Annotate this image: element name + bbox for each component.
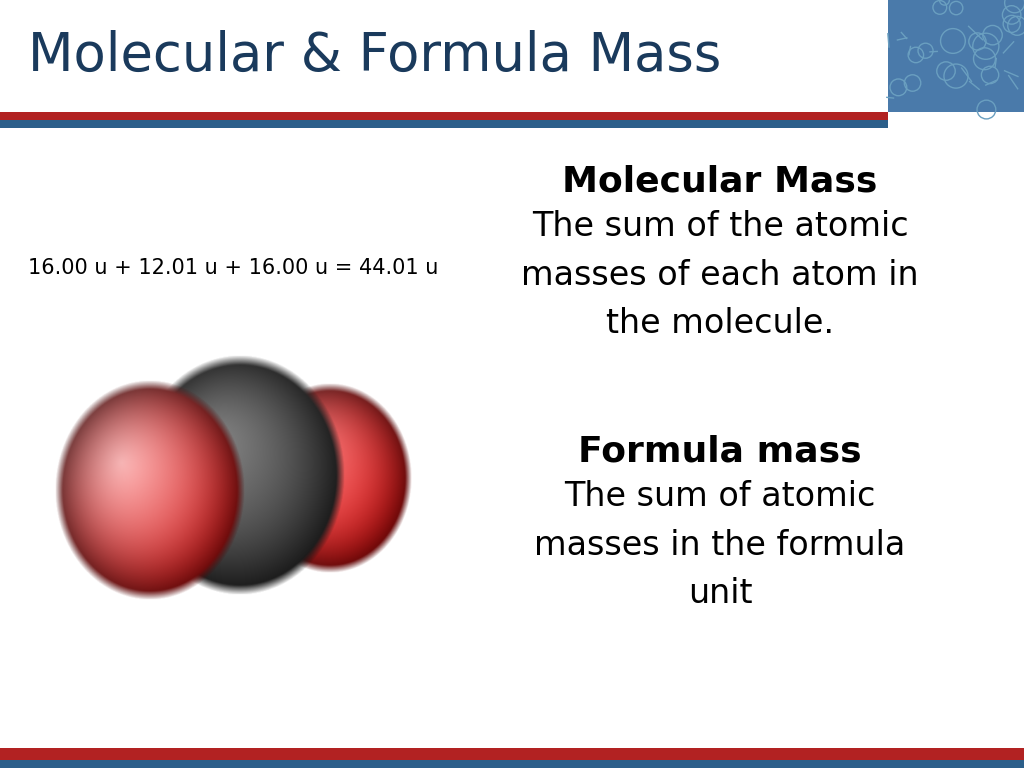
Bar <box>0 748 1024 760</box>
Text: The sum of atomic
masses in the formula
unit: The sum of atomic masses in the formula … <box>535 480 905 611</box>
Bar <box>0 112 888 120</box>
Text: Molecular & Formula Mass: Molecular & Formula Mass <box>28 30 721 82</box>
Bar <box>888 0 1024 112</box>
Bar <box>0 760 1024 768</box>
Bar <box>0 120 888 128</box>
Text: The sum of the atomic
masses of each atom in
the molecule.: The sum of the atomic masses of each ato… <box>521 210 919 340</box>
Text: Molecular Mass: Molecular Mass <box>562 165 878 199</box>
Text: Formula mass: Formula mass <box>579 435 862 469</box>
Text: 16.00 u + 12.01 u + 16.00 u = 44.01 u: 16.00 u + 12.01 u + 16.00 u = 44.01 u <box>28 258 438 278</box>
Bar <box>0 0 1024 112</box>
